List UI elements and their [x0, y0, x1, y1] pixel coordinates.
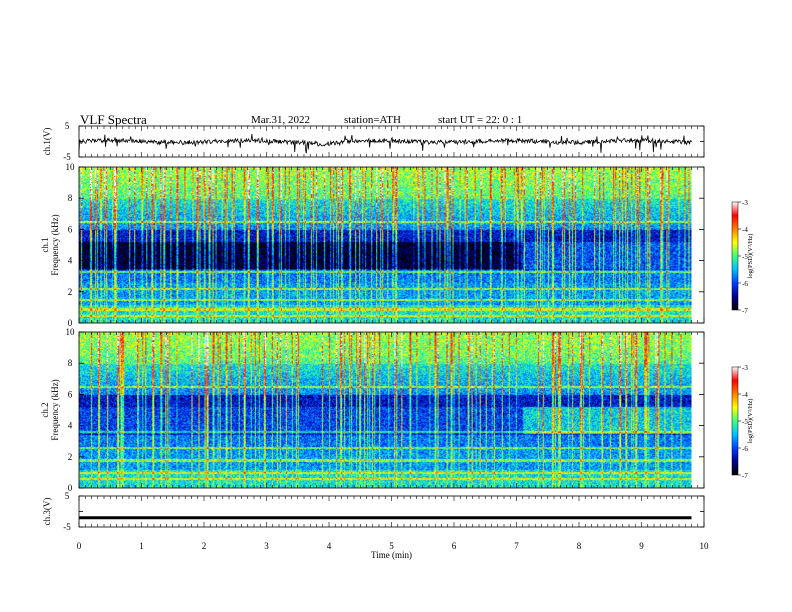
y-tick-label: 0: [68, 318, 73, 328]
colorbar: [731, 201, 739, 311]
colorbar-tick-label: -5: [742, 253, 748, 261]
x-tick-label: 2: [202, 541, 207, 551]
y-tick-label: 6: [68, 389, 73, 399]
y-tick-label: 5: [65, 491, 70, 501]
y-tick-label: 0: [68, 483, 73, 493]
x-tick-label: 5: [389, 541, 394, 551]
colorbar-label: log(PSD)(V²/Hz): [747, 399, 754, 444]
y-tick-label: 5: [65, 121, 70, 131]
y-tick-label: -5: [63, 152, 71, 162]
x-tick-label: 9: [639, 541, 644, 551]
y-axis-label: ch.1: [40, 237, 50, 252]
colorbar-tick-label: -3: [742, 199, 748, 207]
x-tick-label: 0: [77, 541, 82, 551]
y-axis-label: Frequency (kHz): [50, 379, 60, 440]
colorbar-label: log(PSD)(V²/Hz): [747, 234, 754, 279]
y-tick-label: 2: [68, 287, 73, 297]
colorbar-tick-label: -5: [742, 418, 748, 426]
start-ut-label: start UT = 22: 0 : 1: [438, 114, 523, 126]
y-tick-label: -5: [63, 522, 71, 532]
spectrogram-image: [79, 167, 692, 323]
x-tick-label: 8: [577, 541, 582, 551]
ch2-spectrogram-panel: [78, 331, 741, 489]
x-tick-label: 3: [264, 541, 269, 551]
colorbar-tick-label: -3: [742, 364, 748, 372]
station-label: station=ATH: [344, 114, 401, 126]
colorbar-tick-label: -6: [742, 445, 748, 453]
colorbar-tick-label: -7: [742, 307, 748, 315]
x-tick-label: 10: [700, 541, 710, 551]
y-tick-label: 10: [66, 162, 76, 172]
y-tick-label: 10: [66, 327, 76, 337]
colorbar-tick-label: -6: [742, 280, 748, 288]
ch1-spectrogram-panel: [78, 166, 741, 324]
x-axis-label: Time (min): [371, 550, 412, 560]
colorbar-tick-label: -7: [742, 472, 748, 480]
spectrogram-image: [79, 332, 692, 488]
x-tick-label: 7: [514, 541, 519, 551]
y-tick-label: 4: [68, 421, 73, 431]
y-axis-label: Frequency (kHz): [50, 214, 60, 275]
colorbar-tick-label: -4: [742, 391, 748, 399]
x-tick-label: 4: [327, 541, 332, 551]
colorbar: [731, 366, 739, 476]
y-tick-label: 4: [68, 256, 73, 266]
chart-title: VLF Spectra: [80, 112, 147, 127]
y-axis-label: ch.3(V): [42, 498, 52, 526]
x-tick-label: 6: [452, 541, 457, 551]
y-tick-label: 8: [68, 358, 73, 368]
colorbar-tick-label: -4: [742, 226, 748, 234]
y-axis-label: ch.1(V): [42, 128, 52, 156]
y-tick-label: 8: [68, 193, 73, 203]
x-tick-label: 1: [139, 541, 144, 551]
y-tick-label: 6: [68, 224, 73, 234]
waveform-trace: [78, 133, 692, 154]
y-axis-label: ch.2: [40, 402, 50, 417]
y-tick-label: 2: [68, 452, 73, 462]
date-label: Mar.31, 2022: [251, 114, 310, 126]
